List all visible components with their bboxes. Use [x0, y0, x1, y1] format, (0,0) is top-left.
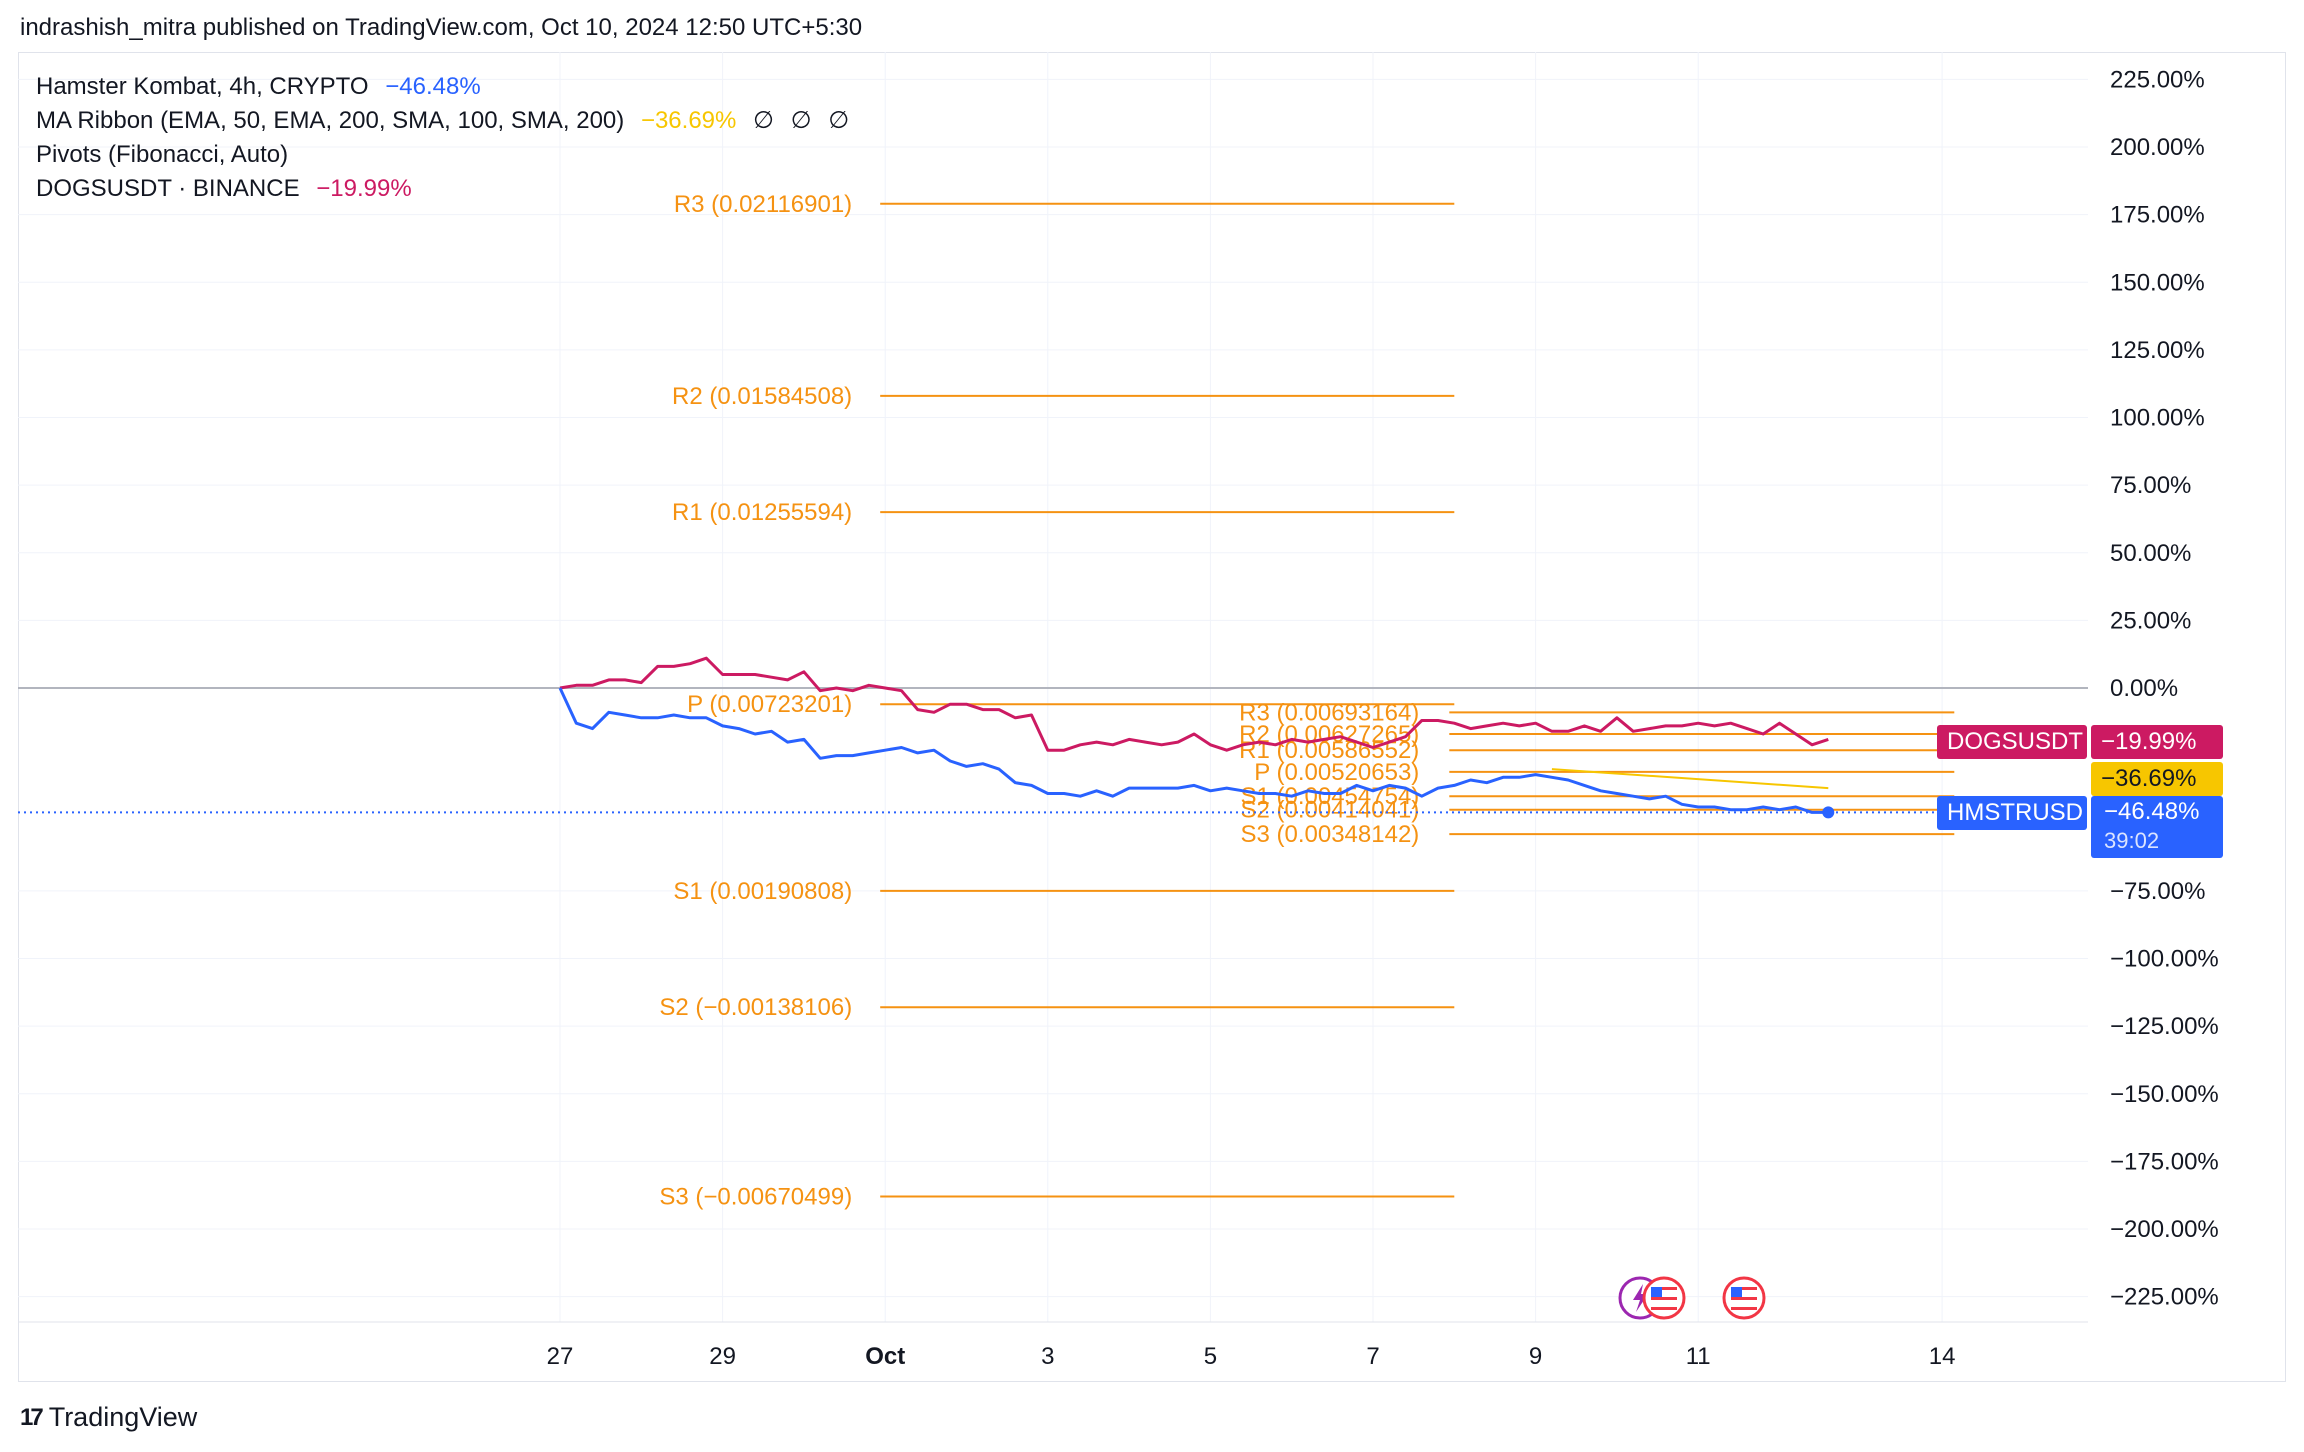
- y-tick-label: 75.00%: [2110, 472, 2191, 499]
- chart-legend: Hamster Kombat, 4h, CRYPTO −46.48% MA Ri…: [36, 70, 859, 206]
- pivot-level-label: S2 (−0.00138106): [659, 994, 852, 1021]
- price-tag-dogs-name: DOGSUSDT: [1937, 725, 2087, 759]
- x-tick-label: 14: [1929, 1343, 1956, 1370]
- pivot-level-label: R3 (0.00693164): [1239, 699, 1419, 726]
- y-tick-label: −100.00%: [2110, 946, 2219, 973]
- y-tick-label: −200.00%: [2110, 1216, 2219, 1243]
- tradingview-brand-label: TradingView: [48, 1402, 198, 1432]
- x-tick-label: Oct: [865, 1343, 905, 1370]
- y-tick-label: 50.00%: [2110, 540, 2191, 567]
- price-tag-hmstr-value: −46.48%: [2104, 798, 2200, 825]
- pivot-level-label: S1 (0.00454754): [1240, 783, 1419, 810]
- price-tag-dogs-value: −19.99%: [2091, 725, 2223, 759]
- x-tick-label: 3: [1041, 1343, 1054, 1370]
- y-tick-label: 125.00%: [2110, 337, 2205, 364]
- y-tick-label: −175.00%: [2110, 1148, 2219, 1175]
- y-tick-label: 225.00%: [2110, 66, 2205, 93]
- y-tick-label: 0.00%: [2110, 675, 2178, 702]
- legend-ma-empty-1: ∅: [753, 107, 774, 134]
- last-price-dot: [1822, 806, 1835, 819]
- tradingview-brand[interactable]: 17 TradingView: [20, 1402, 197, 1433]
- legend-compare[interactable]: DOGSUSDT · BINANCE −19.99%: [36, 172, 859, 206]
- flag-stripe: [1651, 1292, 1677, 1295]
- flag-stripe: [1731, 1287, 1757, 1290]
- x-tick-label: 27: [547, 1343, 574, 1370]
- pivot-level-label: S3 (−0.00670499): [659, 1184, 852, 1211]
- legend-compare-label: DOGSUSDT · BINANCE: [36, 175, 300, 202]
- lightning-glyph: [1633, 1284, 1648, 1312]
- legend-symbol-label: Hamster Kombat, 4h, CRYPTO: [36, 73, 369, 100]
- publish-info: indrashish_mitra published on TradingVie…: [20, 14, 863, 41]
- y-tick-label: −75.00%: [2110, 878, 2205, 905]
- legend-compare-change: −19.99%: [316, 175, 412, 202]
- price-tag-hmstr-countdown: 39:02: [2104, 828, 2160, 853]
- series-line-ma-ribbon[interactable]: [1551, 768, 1829, 790]
- flag-stripe: [1731, 1292, 1757, 1295]
- legend-ma-empty-2: ∅: [790, 107, 812, 134]
- flag-stripe: [1731, 1302, 1757, 1305]
- x-tick-label: 7: [1366, 1343, 1379, 1370]
- legend-ma-label: MA Ribbon (EMA, 50, EMA, 200, SMA, 100, …: [36, 107, 625, 134]
- y-tick-label: −225.00%: [2110, 1284, 2219, 1311]
- flag-canton: [1651, 1287, 1662, 1297]
- legend-ma-ribbon[interactable]: MA Ribbon (EMA, 50, EMA, 200, SMA, 100, …: [36, 104, 859, 138]
- pivot-level-label: R2 (0.01584508): [672, 383, 852, 410]
- legend-ma-change: −36.69%: [640, 107, 737, 134]
- flag-stripe: [1651, 1307, 1677, 1310]
- price-tag-hmstr-name: HMSTRUSD: [1937, 796, 2087, 830]
- flag-stripe: [1651, 1297, 1677, 1300]
- x-tick-label: 9: [1529, 1343, 1542, 1370]
- x-tick-label: 11: [1686, 1343, 1711, 1370]
- x-tick-label: 5: [1204, 1343, 1217, 1370]
- pivot-level-label: P (0.00723201): [687, 691, 852, 718]
- flag-stripe: [1731, 1297, 1757, 1300]
- legend-pivots-label: Pivots (Fibonacci, Auto): [36, 141, 289, 168]
- pivot-level-label: P (0.00520653): [1254, 759, 1419, 786]
- y-tick-label: 175.00%: [2110, 202, 2205, 229]
- price-tag-hmstr-box: −46.48% 39:02: [2091, 796, 2223, 858]
- y-tick-label: −125.00%: [2110, 1013, 2219, 1040]
- y-tick-label: 200.00%: [2110, 134, 2205, 161]
- series-line-hmstrusd[interactable]: [558, 687, 1829, 814]
- legend-symbol-change: −46.48%: [385, 73, 481, 100]
- flag-stripe: [1731, 1307, 1757, 1310]
- pivot-level-label: R3 (0.02116901): [674, 191, 852, 218]
- flag-stripe: [1651, 1302, 1677, 1305]
- flag-stripe: [1651, 1287, 1677, 1290]
- pivot-level-label: S2 (0.00414041): [1240, 797, 1419, 824]
- flag-canton: [1731, 1287, 1742, 1297]
- pivot-level-label: S1 (0.00190808): [673, 878, 852, 905]
- y-tick-label: 100.00%: [2110, 405, 2205, 432]
- pivot-level-label: R1 (0.01255594): [672, 499, 852, 526]
- chart-frame[interactable]: [18, 52, 2286, 1382]
- legend-symbol[interactable]: Hamster Kombat, 4h, CRYPTO −46.48%: [36, 70, 859, 104]
- pivot-level-label: S3 (0.00348142): [1240, 821, 1419, 848]
- y-tick-label: 25.00%: [2110, 607, 2191, 634]
- tradingview-logo-icon: 17: [20, 1403, 44, 1431]
- legend-ma-empty-3: ∅: [828, 107, 850, 134]
- x-tick-label: 29: [709, 1343, 736, 1370]
- legend-pivots[interactable]: Pivots (Fibonacci, Auto): [36, 138, 859, 172]
- series-line-dogsusdt[interactable]: [559, 656, 1829, 752]
- y-tick-label: 150.00%: [2110, 269, 2205, 296]
- y-tick-label: −150.00%: [2110, 1081, 2219, 1108]
- price-tag-ma-value: −36.69%: [2091, 762, 2223, 796]
